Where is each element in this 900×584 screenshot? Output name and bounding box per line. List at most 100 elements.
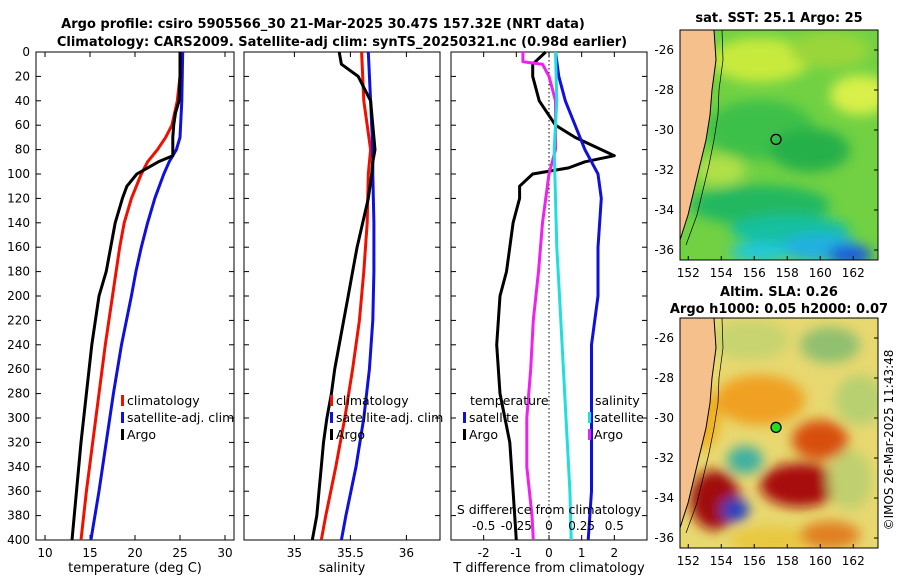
y-tick-label: 20 <box>15 69 30 83</box>
map-y-tick-label: -26 <box>654 43 674 57</box>
sst-map: 152 154 156 158 160 162 -26 -28 -30 -32 -34 -36 <box>654 29 879 280</box>
salinity-panel: 35 35.5 36 salinity climatology satellite-adj… <box>243 51 443 576</box>
legend-swatch <box>121 395 124 406</box>
map-x-tick-label: 154 <box>710 554 733 568</box>
x-axis-label: temperature (deg C) <box>68 561 202 576</box>
series-salinity-satellite <box>552 51 573 541</box>
series-temperature-satellite <box>554 51 603 541</box>
map-y-tick-label: -26 <box>654 331 674 345</box>
x-tick-label: 0 <box>545 546 553 560</box>
x-axis-label: salinity <box>319 561 366 576</box>
map-y-tick-label: -30 <box>654 123 674 137</box>
y-tick-label: 380 <box>7 509 30 523</box>
x-tick-label: 15 <box>82 546 97 560</box>
s-diff-axis-label: S difference from climatology <box>457 502 642 517</box>
map-y-tick-label: -34 <box>654 203 674 217</box>
x-tick-label: -2 <box>478 546 490 560</box>
x-tick-label: 20 <box>127 546 142 560</box>
map-x-tick-label: 158 <box>776 554 799 568</box>
series-climatology <box>319 51 373 541</box>
plot-area <box>243 51 441 541</box>
legend-swatch <box>463 429 466 440</box>
x-tick-label: 35 <box>287 546 302 560</box>
y-tick-label: 200 <box>7 289 30 303</box>
map-y-tick-label: -32 <box>654 163 674 177</box>
y-tick-label: 80 <box>15 143 30 157</box>
y-tick-label: 360 <box>7 484 30 498</box>
x-axis-label: T difference from climatology <box>452 561 645 576</box>
watermark: ©IMOS 26-Mar-2025 11:43:48 <box>882 350 896 531</box>
series-temperature-argo <box>495 50 616 541</box>
map-x-tick-label: 156 <box>743 554 766 568</box>
series-argo <box>310 51 377 541</box>
x-tick-label: 2 <box>611 546 619 560</box>
map-x-tick-label: 162 <box>842 554 865 568</box>
s-diff-tick-label: -0.25 <box>501 519 532 533</box>
x-tick-label: 1 <box>578 546 586 560</box>
y-tick-label: 240 <box>7 338 30 352</box>
map-y-tick-label: -36 <box>654 531 674 545</box>
series-salinity-argo <box>521 52 557 541</box>
legend-swatch <box>463 412 466 423</box>
legend-swatch <box>330 429 333 440</box>
map-x-tick-label: 160 <box>809 554 832 568</box>
y-tick-label: 120 <box>7 191 30 205</box>
y-tick-label: 320 <box>7 435 30 449</box>
y-tick-label: 60 <box>15 118 30 132</box>
legend-label: satellite <box>469 410 519 425</box>
map-y-tick-label: -28 <box>654 83 674 97</box>
argo-location-marker <box>770 133 782 146</box>
y-tick-label: 100 <box>7 167 30 181</box>
map-y-tick-label: -32 <box>654 451 674 465</box>
y-tick-label: 340 <box>7 460 30 474</box>
s-diff-tick-label: -0.5 <box>472 519 495 533</box>
legend-swatch <box>121 412 124 423</box>
series-satellite-adj-clim <box>89 51 185 541</box>
s-diff-tick-label: 0 <box>545 519 553 533</box>
legend-title-temperature: temperature <box>470 393 549 408</box>
map-x-tick-label: 154 <box>710 266 733 280</box>
legend-swatch <box>588 412 591 423</box>
legend-swatch <box>330 395 333 406</box>
y-tick-label: 160 <box>7 240 30 254</box>
plot-area <box>35 51 235 541</box>
legend-label: Argo <box>469 427 498 442</box>
legend-swatch <box>330 412 333 423</box>
legend-label: satellite-adj. clim <box>127 410 234 425</box>
title-line-1: Argo profile: csiro 5905566_30 21-Mar-20… <box>61 17 585 32</box>
sla-map: 152 154 156 158 160 162 -26 -28 -30 -32 -34 -36 <box>654 317 879 568</box>
s-diff-tick-label: 0.5 <box>605 519 624 533</box>
map-y-tick-label: -34 <box>654 491 674 505</box>
legend-label: Argo <box>336 427 365 442</box>
y-tick-label: 400 <box>7 533 30 547</box>
map-x-tick-label: 152 <box>677 554 700 568</box>
x-tick-label: 30 <box>217 546 232 560</box>
map-x-tick-label: 162 <box>842 266 865 280</box>
sla-map-title-1: Altim. SLA: 0.26 <box>720 285 838 300</box>
sla-map-title-2: Argo h1000: 0.05 h2000: 0.07 <box>670 302 888 317</box>
title-line-2: Climatology: CARS2009. Satellite-adj cli… <box>57 35 627 50</box>
series-argo <box>70 52 182 541</box>
x-tick-label: 35.5 <box>337 546 364 560</box>
legend-swatch <box>121 429 124 440</box>
legend-label: Argo <box>594 427 623 442</box>
legend-label: Argo <box>127 427 156 442</box>
map-x-tick-label: 156 <box>743 266 766 280</box>
argo-location-marker-sla <box>770 421 782 434</box>
map-y-tick-label: -30 <box>654 411 674 425</box>
y-tick-label: 260 <box>7 362 30 376</box>
map-x-tick-label: 158 <box>776 266 799 280</box>
map-y-tick-label: -36 <box>654 243 674 257</box>
y-tick-label: 220 <box>7 313 30 327</box>
y-tick-label: 140 <box>7 216 30 230</box>
map-x-tick-label: 160 <box>809 266 832 280</box>
legend-swatch <box>588 429 591 440</box>
legend-label: satellite-adj. clim <box>336 410 443 425</box>
legend-title-salinity: salinity <box>595 393 640 408</box>
series-satellite-adj-clim <box>339 51 376 541</box>
x-tick-label: 10 <box>37 546 52 560</box>
legend-label: climatology <box>336 393 409 408</box>
y-tick-label: 0 <box>22 45 30 59</box>
x-tick-label: 25 <box>172 546 187 560</box>
